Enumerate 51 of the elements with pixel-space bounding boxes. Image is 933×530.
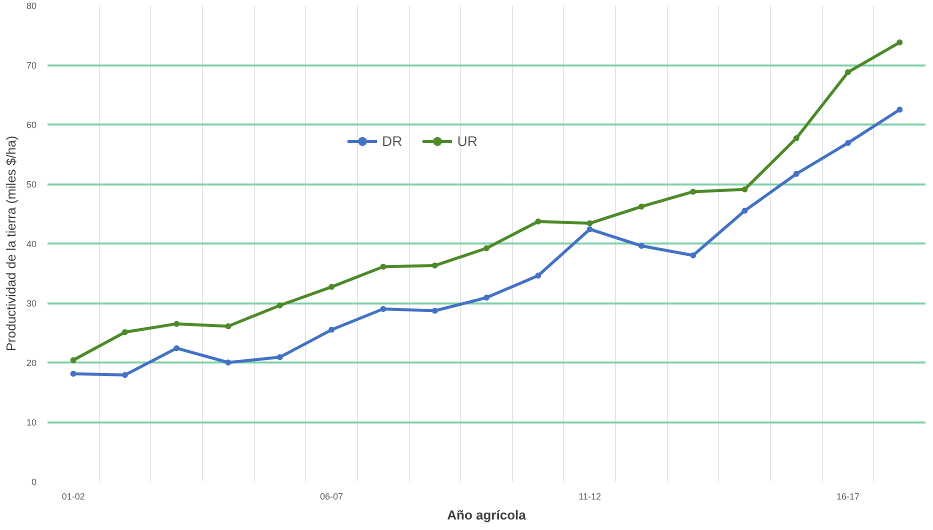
- x-axis-title: Año agrícola: [447, 508, 527, 522]
- point: [70, 370, 76, 377]
- y-tick-label: 30: [26, 298, 37, 308]
- point: [380, 306, 386, 312]
- legend-label: UR: [457, 133, 478, 149]
- x-tick-label: 16-17: [836, 492, 860, 502]
- point: [845, 69, 852, 76]
- point: [122, 329, 128, 336]
- point: [896, 106, 903, 113]
- point: [535, 218, 542, 224]
- point: [225, 360, 232, 366]
- point: [586, 226, 593, 232]
- y-tick-label: 50: [26, 180, 37, 190]
- legend-label: DR: [382, 133, 402, 149]
- x-tick-label: 06-07: [320, 492, 344, 502]
- y-tick-label: 20: [26, 358, 37, 368]
- point: [484, 294, 490, 301]
- point: [484, 245, 490, 252]
- y-tick-label: 80: [26, 1, 37, 11]
- point: [793, 135, 800, 142]
- point: [845, 140, 852, 146]
- point: [638, 242, 644, 249]
- y-axis-title: Productividad de la tierra (miles $/ha): [3, 136, 18, 352]
- point: [690, 188, 696, 195]
- point: [328, 326, 335, 333]
- point: [380, 264, 386, 270]
- y-tick-label: 60: [26, 120, 37, 130]
- x-tick-label: 01-02: [62, 492, 85, 502]
- x-tick-label: 11-12: [578, 492, 601, 502]
- point: [793, 170, 800, 177]
- point: [690, 252, 696, 258]
- point: [328, 284, 335, 290]
- y-tick-label: 10: [26, 418, 37, 428]
- point: [225, 323, 232, 330]
- point: [174, 345, 180, 352]
- point: [535, 272, 542, 279]
- point: [432, 262, 438, 269]
- point: [70, 357, 76, 364]
- y-tick-label: 70: [26, 60, 37, 70]
- point: [276, 302, 283, 308]
- point: [586, 220, 593, 226]
- point: [276, 354, 283, 360]
- y-tick-label: 0: [31, 477, 37, 487]
- point: [638, 204, 644, 210]
- point: [742, 208, 748, 214]
- y-tick-label: 40: [26, 239, 37, 249]
- point: [174, 320, 180, 327]
- point: [432, 308, 438, 314]
- point: [742, 186, 748, 192]
- point: [896, 39, 903, 46]
- point: [122, 372, 128, 378]
